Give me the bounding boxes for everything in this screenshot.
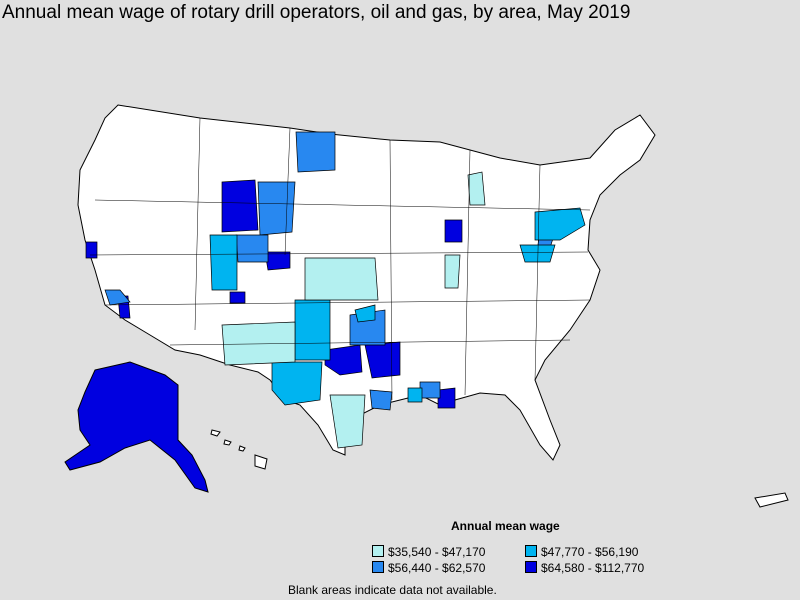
legend-item-tier-1: $35,540 - $47,170: [372, 545, 485, 559]
alaska-land: [64, 361, 209, 493]
map-title: Annual mean wage of rotary drill operato…: [2, 2, 631, 23]
tier-2-areas: [209, 207, 586, 406]
legend-swatch: [525, 545, 537, 557]
legend-swatch: [372, 545, 384, 557]
legend-item-tier-4: $64,580 - $112,770: [525, 561, 644, 575]
legend-swatch: [372, 561, 384, 573]
legend-item-tier-2: $47,770 - $56,190: [525, 545, 638, 559]
legend-item-tier-3: $56,440 - $62,570: [372, 561, 485, 575]
legend-swatch: [525, 561, 537, 573]
legend-label: $47,770 - $56,190: [541, 545, 639, 559]
legend-label: $56,440 - $62,570: [388, 561, 486, 575]
tier-4-areas: [85, 179, 463, 409]
legend-label: $64,580 - $112,770: [541, 561, 645, 575]
data-availability-note: Blank areas indicate data not available.: [288, 583, 497, 597]
legend-label: $35,540 - $47,170: [388, 545, 486, 559]
legend-title: Annual mean wage: [451, 519, 560, 533]
puerto-rico-land: [754, 492, 789, 508]
area-boundaries: [89, 117, 591, 401]
tier-1-areas: [221, 171, 486, 449]
hawaii-land: [210, 429, 268, 470]
